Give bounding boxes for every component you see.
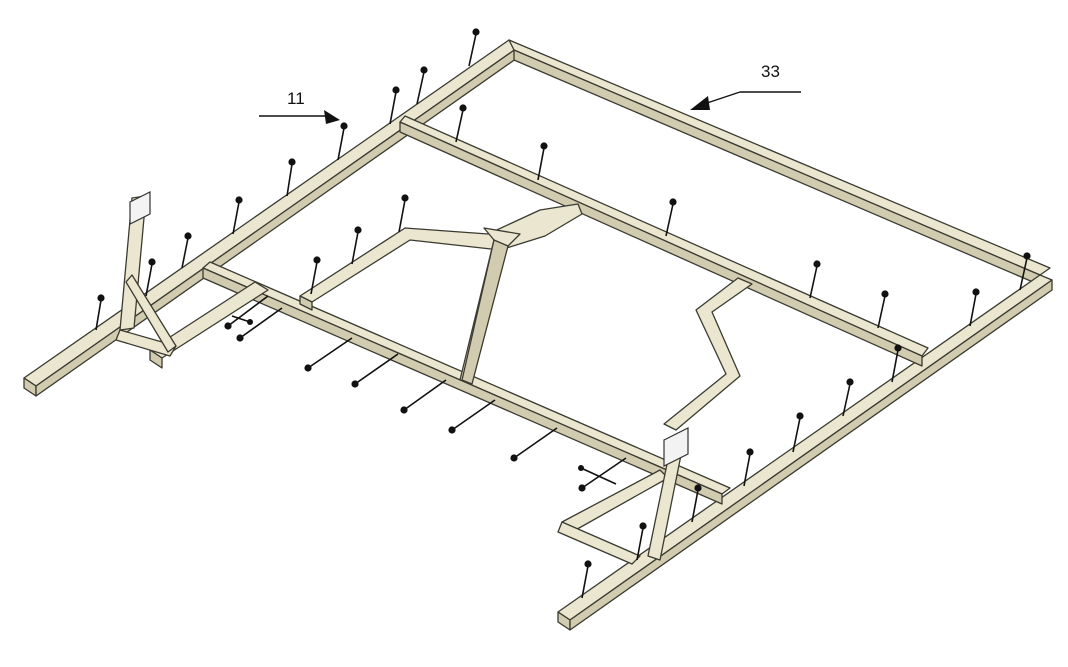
outer-rail-left — [23, 39, 521, 397]
center-post — [459, 227, 521, 385]
bolts-inner-cross — [455, 104, 889, 329]
outer-rail-right — [557, 274, 1053, 631]
bolts-front-member — [224, 295, 627, 492]
bolts-left-rail — [95, 28, 480, 331]
left-stub — [149, 281, 269, 369]
front-long-member — [202, 261, 731, 505]
left-hitch-bracket — [115, 191, 177, 357]
zigzag-member-right — [663, 277, 753, 431]
callout-33: 33 — [690, 62, 801, 110]
inner-cross-member — [399, 115, 929, 367]
callout-33-label: 33 — [761, 62, 780, 81]
callout-11-label: 11 — [287, 89, 305, 108]
callout-33-arrowhead — [690, 96, 710, 110]
callout-33-leader-diagonal — [703, 91, 741, 105]
bolts-zigzag — [310, 194, 409, 295]
callout-11-arrowhead — [324, 110, 340, 124]
callout-11: 11 — [259, 89, 340, 124]
zigzag-member-left — [299, 203, 583, 311]
bolts-right-rail — [581, 252, 1031, 599]
right-hitch-bracket — [557, 427, 689, 565]
